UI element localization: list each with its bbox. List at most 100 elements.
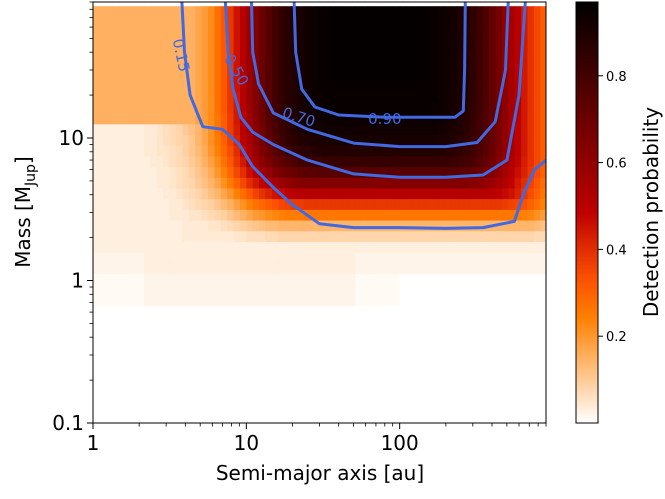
heatmap-cell xyxy=(450,412,458,423)
heatmap-cell xyxy=(156,6,164,18)
heatmap-cell xyxy=(329,81,337,93)
heatmap-cell xyxy=(412,27,420,39)
heatmap-cell xyxy=(99,70,107,82)
colorbar-label: Detection probability xyxy=(639,107,663,317)
heatmap-cell xyxy=(137,316,145,328)
heatmap-cell xyxy=(322,294,330,307)
heatmap-cell xyxy=(239,241,247,253)
heatmap-cell xyxy=(143,91,152,103)
heatmap-cell xyxy=(125,91,132,103)
heatmap-cell xyxy=(457,305,465,317)
heatmap-cell xyxy=(418,145,426,157)
heatmap-cell xyxy=(476,6,484,18)
heatmap-cell xyxy=(291,252,298,264)
heatmap-cell xyxy=(322,241,330,253)
heatmap-cell xyxy=(348,380,356,392)
heatmap-cell xyxy=(514,305,522,317)
heatmap-cell xyxy=(182,241,190,253)
heatmap-cell xyxy=(201,252,209,264)
heatmap-cell xyxy=(188,187,196,200)
heatmap-cell xyxy=(214,91,222,103)
heatmap-cell xyxy=(150,70,158,82)
heatmap-cell xyxy=(425,155,433,168)
heatmap-cell xyxy=(457,369,465,381)
heatmap-cell xyxy=(393,401,401,413)
heatmap-cell xyxy=(527,241,535,253)
heatmap-cell xyxy=(93,102,100,114)
heatmap-cell xyxy=(252,401,260,413)
heatmap-cell xyxy=(425,27,433,39)
heatmap-cell xyxy=(143,6,152,18)
heatmap-cell xyxy=(163,209,171,221)
heatmap-cell xyxy=(118,209,126,221)
heatmap-cell xyxy=(521,358,529,371)
heatmap-cell xyxy=(489,177,497,189)
heatmap-cell xyxy=(272,316,280,328)
heatmap-cell xyxy=(354,187,362,200)
heatmap-cell xyxy=(233,145,241,157)
heatmap-cell xyxy=(527,123,535,135)
heatmap-cell xyxy=(156,369,164,381)
heatmap-cell xyxy=(233,390,241,403)
heatmap-cell xyxy=(489,134,497,146)
heatmap-cell xyxy=(342,112,350,125)
heatmap-cell xyxy=(450,209,458,221)
heatmap-cell xyxy=(489,59,497,71)
heatmap-cell xyxy=(367,262,375,275)
heatmap-cell xyxy=(239,273,247,285)
heatmap-cell xyxy=(188,401,196,413)
heatmap-cell xyxy=(361,412,369,423)
heatmap-cell xyxy=(469,252,477,264)
heatmap-cell xyxy=(259,112,266,125)
heatmap-cell xyxy=(521,134,529,146)
heatmap-cell xyxy=(111,337,120,349)
heatmap-cell xyxy=(444,316,452,328)
heatmap-cell xyxy=(265,112,273,125)
heatmap-cell xyxy=(386,155,394,168)
heatmap-cell xyxy=(514,102,522,114)
heatmap-cell xyxy=(533,294,541,307)
heatmap-cell xyxy=(220,155,228,168)
heatmap-cell xyxy=(521,91,529,103)
heatmap-cell xyxy=(482,91,490,103)
heatmap-cell xyxy=(182,326,190,339)
heatmap-cell xyxy=(361,305,369,317)
heatmap-cell xyxy=(463,145,471,157)
heatmap-cell xyxy=(444,102,452,114)
heatmap-cell xyxy=(393,294,401,307)
heatmap-cell xyxy=(412,70,420,82)
heatmap-cell xyxy=(227,305,235,317)
heatmap-cell xyxy=(425,273,433,285)
heatmap-cell xyxy=(322,262,330,275)
heatmap-cell xyxy=(99,305,107,317)
heatmap-cell xyxy=(156,123,164,135)
heatmap-cell xyxy=(99,219,107,232)
heatmap-cell xyxy=(265,27,273,39)
heatmap-cell xyxy=(342,252,350,264)
heatmap-cell xyxy=(105,81,113,93)
heatmap-cell xyxy=(348,412,356,423)
heatmap-cell xyxy=(111,209,120,221)
heatmap-cell xyxy=(514,380,522,392)
heatmap-cell xyxy=(444,252,452,264)
heatmap-cell xyxy=(272,241,280,253)
heatmap-cell xyxy=(214,241,222,253)
heatmap-cell xyxy=(482,401,490,413)
heatmap-cell xyxy=(284,337,292,349)
heatmap-cell xyxy=(342,27,350,39)
heatmap-cell xyxy=(207,48,215,61)
heatmap-cell xyxy=(265,273,273,285)
heatmap-cell xyxy=(482,380,490,392)
heatmap-cell xyxy=(425,123,433,135)
heatmap-cell xyxy=(252,38,260,50)
heatmap-cell xyxy=(137,209,145,221)
heatmap-cell xyxy=(201,369,209,381)
heatmap-cell xyxy=(329,187,337,200)
heatmap-cell xyxy=(374,27,382,39)
heatmap-cell xyxy=(482,123,490,135)
heatmap-cell xyxy=(105,187,113,200)
heatmap-cell xyxy=(463,81,471,93)
heatmap-cell xyxy=(342,326,350,339)
heatmap-cell xyxy=(348,337,356,349)
heatmap-cell xyxy=(284,16,292,29)
